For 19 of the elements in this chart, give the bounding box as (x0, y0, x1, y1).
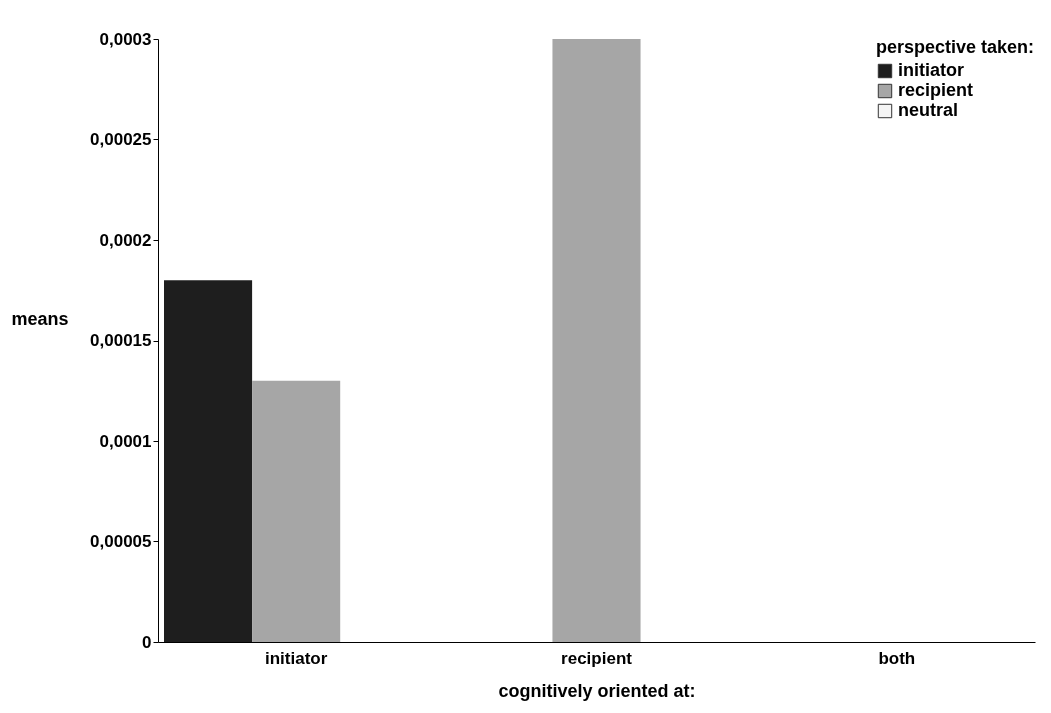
x-tick-label: initiator (264, 648, 328, 668)
legend-label: initiator (898, 60, 964, 80)
y-tick-label: 0 (142, 632, 152, 652)
legend-title: perspective taken: (876, 37, 1035, 57)
y-tick-label: 0,00015 (90, 331, 152, 350)
y-tick-label: 0,0001 (99, 431, 152, 451)
bar (164, 280, 253, 642)
y-axis-title: means (11, 308, 69, 329)
x-tick-label: recipient (561, 648, 633, 668)
bar (552, 39, 641, 642)
y-tick-label: 0,00005 (90, 532, 152, 551)
legend-label: recipient (898, 80, 974, 100)
legend-label: neutral (898, 100, 959, 120)
y-tick-label: 0,00025 (90, 130, 152, 149)
bar (252, 380, 341, 642)
x-axis-title: cognitively oriented at: (498, 680, 696, 701)
x-tick-label: both (878, 648, 916, 668)
y-tick-label: 0,0003 (99, 29, 152, 49)
y-tick-label: 0,0002 (99, 230, 152, 250)
